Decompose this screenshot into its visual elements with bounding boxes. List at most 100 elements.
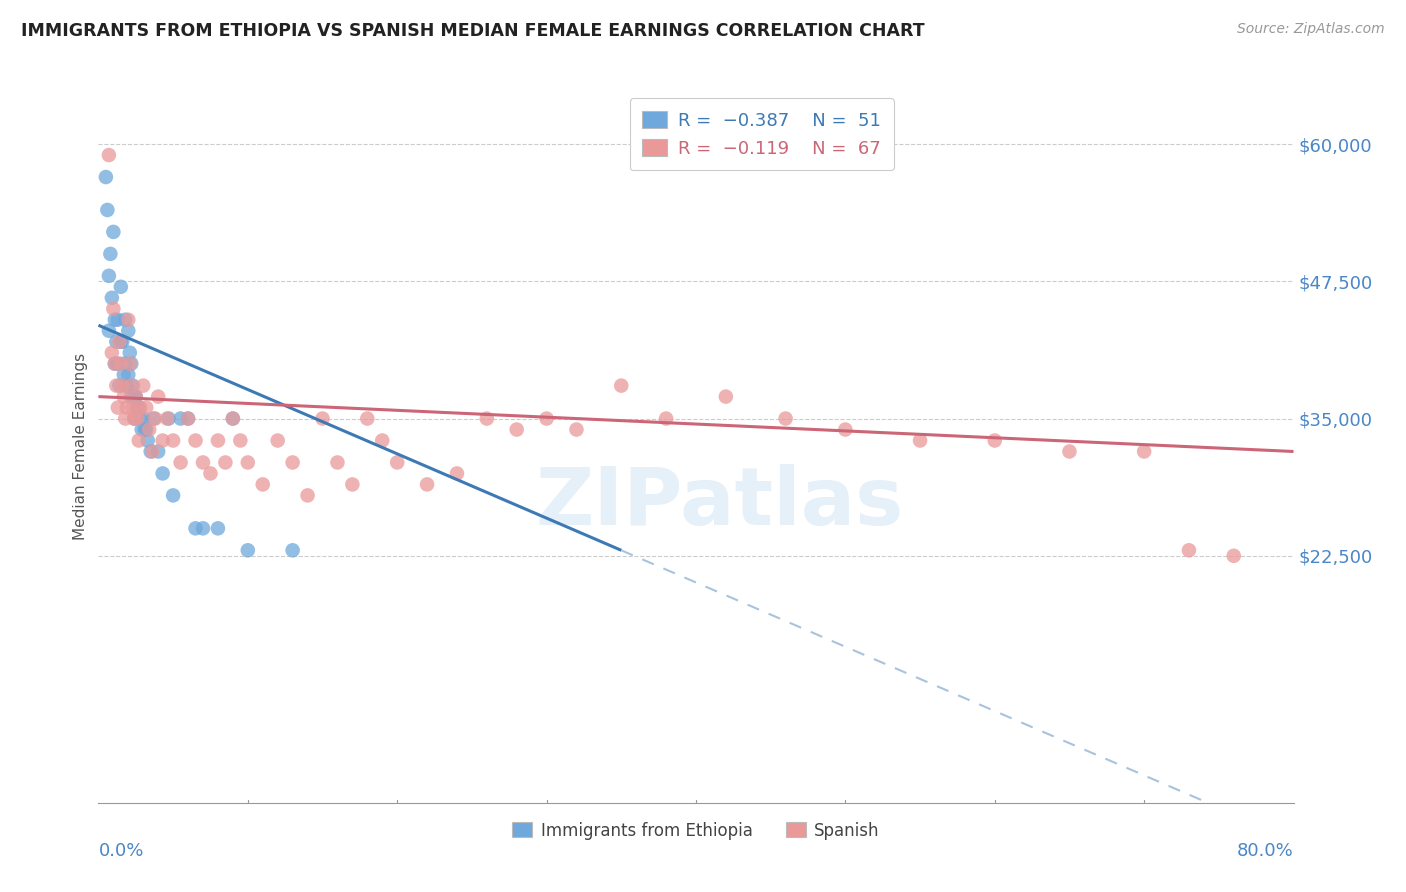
Point bbox=[97, 268, 120, 283]
Point bbox=[506, 423, 529, 437]
Point bbox=[342, 477, 364, 491]
Point bbox=[136, 434, 159, 448]
Point bbox=[207, 434, 229, 448]
Point bbox=[834, 423, 856, 437]
Point bbox=[114, 411, 136, 425]
Point bbox=[128, 401, 150, 415]
Point bbox=[125, 390, 148, 404]
Point bbox=[908, 434, 931, 448]
Point bbox=[148, 444, 170, 458]
Point bbox=[105, 334, 128, 349]
Point bbox=[252, 477, 274, 491]
Point bbox=[125, 390, 148, 404]
Point bbox=[115, 401, 138, 415]
Point bbox=[110, 280, 132, 294]
Point bbox=[236, 543, 259, 558]
Point bbox=[610, 378, 633, 392]
Point bbox=[191, 521, 214, 535]
Point bbox=[107, 401, 129, 415]
Point bbox=[131, 423, 153, 437]
Point bbox=[207, 521, 229, 535]
Point bbox=[118, 357, 141, 371]
Point bbox=[135, 401, 157, 415]
Point bbox=[184, 521, 207, 535]
Point bbox=[143, 411, 166, 425]
Point bbox=[655, 411, 678, 425]
Point bbox=[157, 411, 180, 425]
Point bbox=[96, 202, 118, 217]
Point bbox=[105, 378, 128, 392]
Point bbox=[229, 434, 252, 448]
Point bbox=[326, 455, 349, 469]
Point bbox=[222, 411, 245, 425]
Point bbox=[111, 378, 134, 392]
Point bbox=[311, 411, 333, 425]
Point bbox=[129, 401, 152, 415]
Point bbox=[115, 378, 138, 392]
Point bbox=[129, 411, 152, 425]
Point bbox=[94, 169, 117, 184]
Point bbox=[101, 345, 124, 359]
Point bbox=[117, 312, 139, 326]
Text: Source: ZipAtlas.com: Source: ZipAtlas.com bbox=[1237, 22, 1385, 37]
Point bbox=[124, 411, 146, 425]
Point bbox=[111, 334, 134, 349]
Point bbox=[117, 324, 139, 338]
Point bbox=[121, 378, 143, 392]
Point bbox=[121, 401, 143, 415]
Point bbox=[104, 312, 127, 326]
Point bbox=[120, 378, 142, 392]
Point bbox=[356, 411, 378, 425]
Point bbox=[103, 301, 125, 316]
Text: 80.0%: 80.0% bbox=[1237, 842, 1294, 860]
Point bbox=[281, 543, 304, 558]
Point bbox=[104, 357, 127, 371]
Point bbox=[162, 488, 184, 502]
Point bbox=[297, 488, 319, 502]
Point bbox=[775, 411, 797, 425]
Point bbox=[107, 312, 129, 326]
Point bbox=[984, 434, 1007, 448]
Point bbox=[97, 148, 120, 162]
Point bbox=[177, 411, 200, 425]
Point bbox=[152, 434, 174, 448]
Point bbox=[200, 467, 222, 481]
Point bbox=[169, 411, 191, 425]
Point bbox=[110, 334, 132, 349]
Point bbox=[132, 378, 155, 392]
Point bbox=[134, 423, 156, 437]
Point bbox=[98, 247, 122, 261]
Point bbox=[114, 357, 136, 371]
Text: ZIPatlas: ZIPatlas bbox=[536, 464, 904, 542]
Point bbox=[236, 455, 259, 469]
Point bbox=[148, 390, 170, 404]
Point bbox=[169, 455, 191, 469]
Point bbox=[152, 467, 174, 481]
Point bbox=[565, 423, 588, 437]
Point bbox=[1223, 549, 1246, 563]
Point bbox=[536, 411, 558, 425]
Point bbox=[177, 411, 200, 425]
Point bbox=[127, 411, 149, 425]
Point bbox=[385, 455, 409, 469]
Point bbox=[112, 368, 135, 382]
Point bbox=[191, 455, 214, 469]
Point bbox=[162, 434, 184, 448]
Point bbox=[446, 467, 468, 481]
Point bbox=[222, 411, 245, 425]
Point bbox=[1133, 444, 1156, 458]
Point bbox=[97, 324, 120, 338]
Text: IMMIGRANTS FROM ETHIOPIA VS SPANISH MEDIAN FEMALE EARNINGS CORRELATION CHART: IMMIGRANTS FROM ETHIOPIA VS SPANISH MEDI… bbox=[21, 22, 925, 40]
Point bbox=[120, 390, 142, 404]
Point bbox=[475, 411, 498, 425]
Legend: Immigrants from Ethiopia, Spanish: Immigrants from Ethiopia, Spanish bbox=[503, 814, 889, 848]
Point bbox=[141, 444, 163, 458]
Point bbox=[714, 390, 737, 404]
Point bbox=[267, 434, 290, 448]
Point bbox=[1178, 543, 1201, 558]
Point bbox=[135, 423, 157, 437]
Point bbox=[124, 411, 146, 425]
Point bbox=[103, 225, 125, 239]
Point bbox=[281, 455, 304, 469]
Point bbox=[214, 455, 236, 469]
